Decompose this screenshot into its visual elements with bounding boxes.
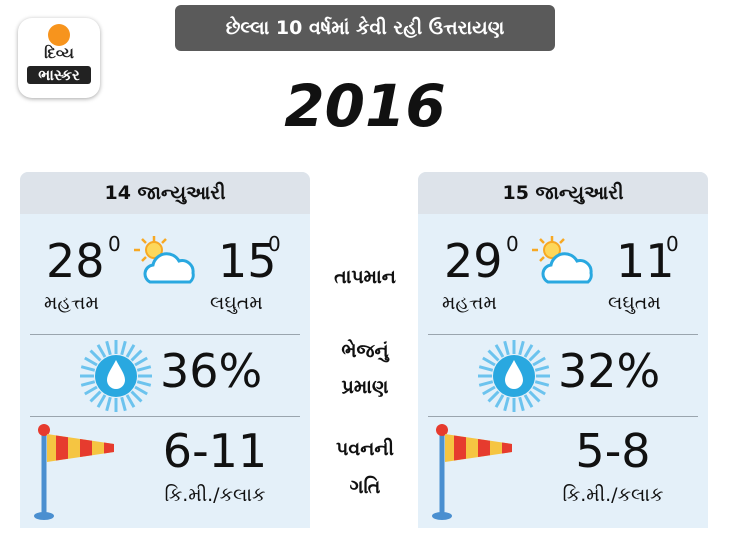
divider — [30, 416, 300, 417]
min-label: લઘુતમ — [608, 292, 661, 314]
windsock-icon — [432, 422, 522, 526]
degree: 0 — [108, 232, 121, 256]
humidity: 36% — [160, 344, 263, 398]
weather-icon — [132, 234, 202, 294]
banner: છેલ્લા 10 વર્ષમાં કેવી રહી ઉત્તરાયણ — [175, 5, 555, 51]
divider — [30, 334, 300, 335]
divider — [428, 416, 698, 417]
max-label: મહત્તમ — [44, 292, 99, 314]
wind-speed: 5-8 — [575, 424, 651, 478]
logo-line: ભાસ્કર — [27, 66, 91, 84]
min-label: લઘુતમ — [210, 292, 263, 314]
min-temp: 15 — [218, 234, 277, 288]
max-temp: 28 — [46, 234, 105, 288]
max-label: મહત્તમ — [442, 292, 497, 314]
humidity: 32% — [558, 344, 661, 398]
divider — [428, 334, 698, 335]
row-label: ભેજનું — [341, 340, 389, 362]
logo-sun — [48, 24, 70, 46]
weather-icon — [530, 234, 600, 294]
wind-speed: 6-11 — [162, 424, 268, 478]
logo-line: દિવ્ય — [44, 44, 74, 62]
row-label: ગતિ — [349, 476, 381, 498]
wind-unit: કિ.મી./કલાક — [562, 484, 664, 506]
row-label: પવનની — [336, 438, 394, 460]
day-date: 15 જાન્યુઆરી — [418, 172, 708, 214]
wind-unit: કિ.મી./કલાક — [164, 484, 266, 506]
day-date: 14 જાન્યુઆરી — [20, 172, 310, 214]
windsock-icon — [34, 422, 124, 526]
logo: દિવ્ય ભાસ્કર — [18, 18, 100, 98]
min-temp: 11 — [616, 234, 675, 288]
humidity-icon — [474, 336, 554, 420]
degree: 0 — [268, 232, 281, 256]
degree: 0 — [666, 232, 679, 256]
day-panel: 15 જાન્યુઆરી 29 0 મહત્તમ 11 0 લઘુતમ 32% 5-8 કિ.મી… — [418, 172, 708, 528]
day-panel: 14 જાન્યુઆરી 28 0 મહત્તમ 15 0 લઘુતમ 36% 6-11 કિ.મ… — [20, 172, 310, 528]
max-temp: 29 — [444, 234, 503, 288]
row-label: તાપમાન — [334, 266, 396, 288]
year: 2016 — [284, 72, 446, 140]
humidity-icon — [76, 336, 156, 420]
degree: 0 — [506, 232, 519, 256]
row-label: પ્રમાણ — [341, 376, 389, 398]
